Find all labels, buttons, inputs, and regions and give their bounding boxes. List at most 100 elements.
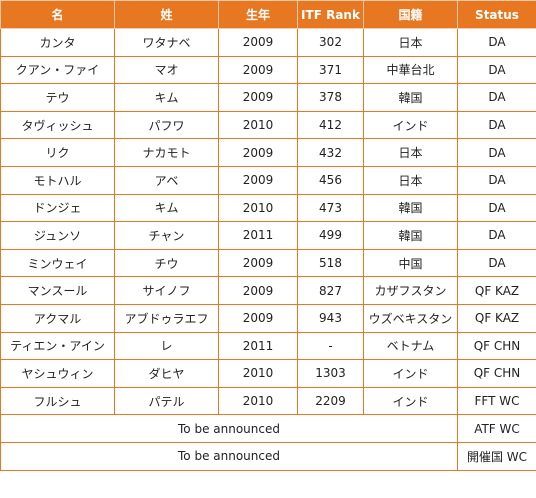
table-cell: 1303 — [297, 359, 364, 388]
header-cell: ITF Rank — [297, 0, 364, 29]
table-cell: キム — [114, 193, 219, 223]
table-cell: DA — [457, 138, 536, 167]
table-cell: アブドゥラエフ — [114, 303, 219, 333]
table-cell: 2010 — [218, 359, 298, 388]
table-cell: ミンウェイ — [0, 248, 115, 278]
table-cell: DA — [457, 28, 536, 57]
table-cell: アクマル — [0, 303, 115, 333]
table-cell: ティエン・アイン — [0, 331, 115, 361]
table-cell: 2010 — [218, 193, 298, 223]
table-cell: DA — [457, 193, 536, 223]
table-cell: 2009 — [218, 276, 298, 305]
table-cell: 2009 — [218, 28, 298, 57]
table-cell: - — [297, 331, 364, 361]
table-cell: ナカモト — [114, 138, 219, 167]
table-cell: クアン・ファイ — [0, 55, 115, 85]
table-cell: 2010 — [218, 110, 298, 140]
table-cell: 2011 — [218, 221, 298, 250]
table-cell: 開催国 WC — [457, 441, 536, 471]
table-cell: チウ — [114, 248, 219, 278]
table-cell: ウズベキスタン — [363, 303, 458, 333]
table-cell: 2010 — [218, 386, 298, 416]
table-cell: 2011 — [218, 331, 298, 361]
table-cell: サイノフ — [114, 276, 219, 305]
table-cell: 378 — [297, 83, 364, 112]
table-cell: 日本 — [363, 28, 458, 57]
table-cell: キム — [114, 83, 219, 112]
header-cell: Status — [457, 0, 536, 29]
table-cell: 2009 — [218, 165, 298, 195]
table-row: リク ナカモト 2009 432 日本 DA — [0, 138, 536, 167]
table-cell: モトハル — [0, 165, 115, 195]
table-cell: 456 — [297, 165, 364, 195]
table-cell: ドンジェ — [0, 193, 115, 223]
table-row: ヤシュウィン ダヒヤ 2010 1303 インド QF CHN — [0, 359, 536, 388]
table-row: ティエン・アインレ 2011- ベトナム QF CHN — [0, 331, 536, 361]
table-cell: 2009 — [218, 248, 298, 278]
table-cell: 韓国 — [363, 193, 458, 223]
table-cell: QF KAZ — [457, 303, 536, 333]
table-cell: ジュンソ — [0, 221, 115, 250]
table-cell: 2209 — [297, 386, 364, 416]
table-cell: ダヒヤ — [114, 359, 219, 388]
table-cell: To be announced — [0, 441, 458, 471]
header-cell: 姓 — [114, 0, 219, 29]
table-row: ジュンソ チャン 2011 499 韓国 DA — [0, 221, 536, 250]
table-cell: QF CHN — [457, 331, 536, 361]
table-row: ミンウェイ チウ 2009 518 中国 DA — [0, 248, 536, 278]
table-cell: 302 — [297, 28, 364, 57]
table-cell: 2009 — [218, 303, 298, 333]
table-row: To be announced ATF WC — [0, 414, 536, 443]
table-row: フルシュ パテル 2010 2209 インド FFT WC — [0, 386, 536, 416]
table-cell: 827 — [297, 276, 364, 305]
table-cell: 499 — [297, 221, 364, 250]
table-cell: 韓国 — [363, 221, 458, 250]
table-cell: ATF WC — [457, 414, 536, 443]
table-cell: フルシュ — [0, 386, 115, 416]
table-row: マンスール サイノフ 2009 827 カザフスタン QF KAZ — [0, 276, 536, 305]
table-row: クアン・ファイ マオ 2009 371 中華台北 DA — [0, 55, 536, 85]
table-row: ドンジェ キム 2010 473 韓国 DA — [0, 193, 536, 223]
table-cell: 日本 — [363, 138, 458, 167]
table-cell: 中国 — [363, 248, 458, 278]
table-cell: To be announced — [0, 414, 458, 443]
table-cell: インド — [363, 359, 458, 388]
table-cell: 943 — [297, 303, 364, 333]
table-cell: レ — [114, 331, 219, 361]
table-row: テウ キム 2009 378 韓国 DA — [0, 83, 536, 112]
table-cell: カンタ — [0, 28, 115, 57]
table-cell: アベ — [114, 165, 219, 195]
table-cell: DA — [457, 221, 536, 250]
table-cell: 2009 — [218, 83, 298, 112]
table-cell: 473 — [297, 193, 364, 223]
table-cell: インド — [363, 110, 458, 140]
table-cell: 中華台北 — [363, 55, 458, 85]
table-row: アクマル アブドゥラエフ 2009 943 ウズベキスタン QF KAZ — [0, 303, 536, 333]
table-cell: ヤシュウィン — [0, 359, 115, 388]
table-cell: 韓国 — [363, 83, 458, 112]
table-cell: 412 — [297, 110, 364, 140]
table-cell: QF KAZ — [457, 276, 536, 305]
table-cell: テウ — [0, 83, 115, 112]
table-row: タヴィッシュ パフワ 2010 412 インド DA — [0, 110, 536, 140]
table-cell: DA — [457, 165, 536, 195]
table-cell: リク — [0, 138, 115, 167]
table-cell: 2009 — [218, 55, 298, 85]
table-cell: パフワ — [114, 110, 219, 140]
table-cell: マオ — [114, 55, 219, 85]
table-cell: 432 — [297, 138, 364, 167]
table-cell: DA — [457, 248, 536, 278]
table-row: カンタ ワタナベ 2009 302 日本 DA — [0, 28, 536, 57]
table-cell: DA — [457, 83, 536, 112]
table-cell: 371 — [297, 55, 364, 85]
table-row: To be announced 開催国 WC — [0, 441, 536, 471]
table-cell: パテル — [114, 386, 219, 416]
header-cell: 国籍 — [363, 0, 458, 29]
table-cell: タヴィッシュ — [0, 110, 115, 140]
table-body: カンタ ワタナベ 2009 302 日本 DA クアン・ファイ マオ 2009 371 中華台北 DA… — [0, 28, 536, 471]
table-cell: FFT WC — [457, 386, 536, 416]
header-row: 名姓生年 ITF Rank 国籍 Status — [0, 0, 536, 29]
table-cell: チャン — [114, 221, 219, 250]
table-row: モトハル アベ 2009 456 日本 DA — [0, 165, 536, 195]
